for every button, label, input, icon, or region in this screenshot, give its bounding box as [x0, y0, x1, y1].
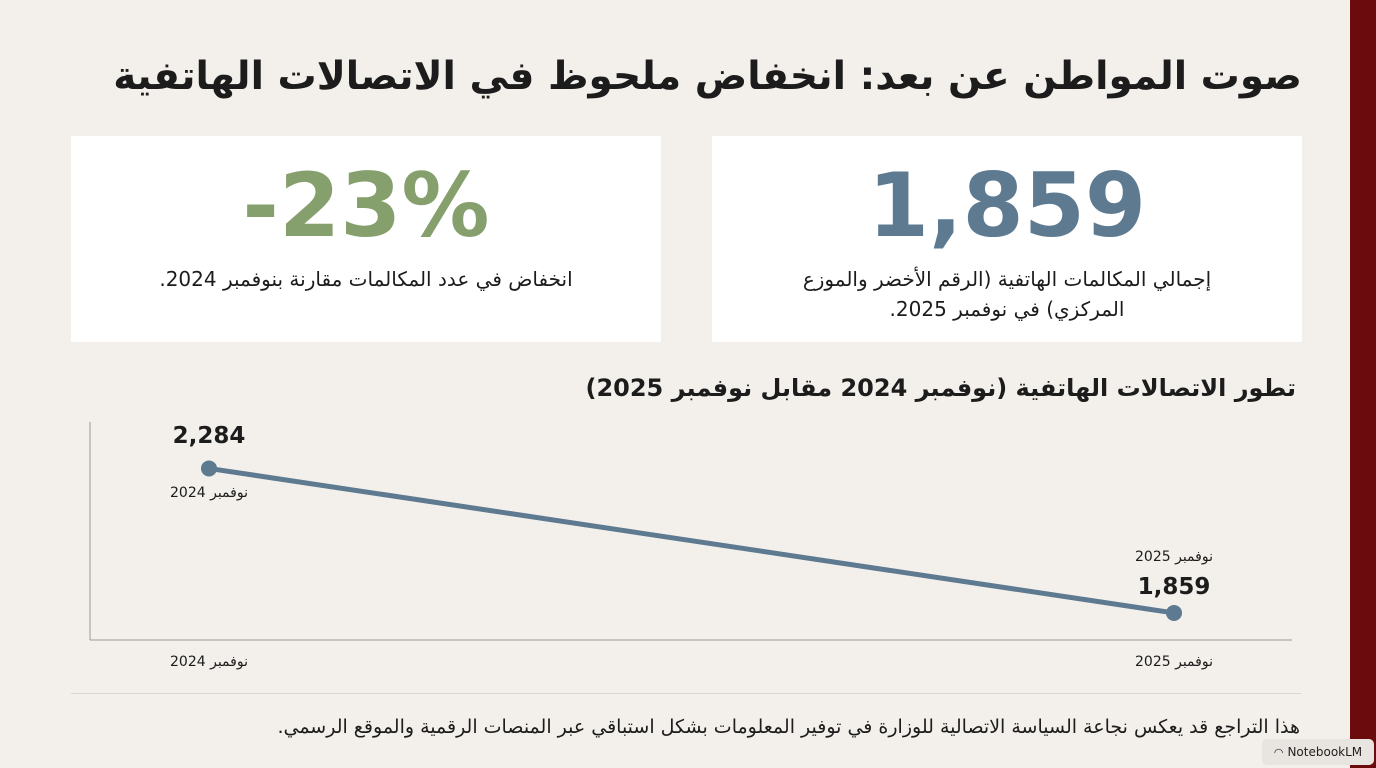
stat-description-total: إجمالي المكالمات الهاتفية (الرقم الأخضر …: [802, 267, 1212, 321]
data-point: [201, 460, 217, 477]
point-annotation: نوفمبر 2025: [1135, 549, 1213, 565]
x-tick-label: نوفمبر 2025: [1135, 654, 1213, 670]
badge-label: NotebookLM: [1287, 745, 1363, 759]
footer-note: هذا التراجع قد يعكس نجاعة السياسة الاتصا…: [277, 716, 1300, 738]
notebooklm-logo-icon: ◠: [1273, 745, 1284, 759]
stat-description-decrease: انخفاض في عدد المكالمات مقارنة بنوفمبر 2…: [159, 267, 573, 291]
data-point: [1166, 604, 1182, 621]
accent-bar: [1350, 0, 1376, 768]
notebooklm-badge[interactable]: ◠ NotebookLM: [1262, 739, 1374, 765]
stat-card-total: 1,859 إجمالي المكالمات الهاتفية (الرقم ا…: [712, 136, 1302, 342]
data-label: 1,859: [1138, 574, 1211, 600]
stat-card-decrease: -23% انخفاض في عدد المكالمات مقارنة بنوف…: [71, 136, 661, 342]
x-tick-label: نوفمبر 2024: [170, 654, 248, 670]
chart-title: تطور الاتصالات الهاتفية (نوفمبر 2024 مقا…: [585, 374, 1296, 402]
stat-value-total: 1,859: [867, 154, 1147, 257]
stat-value-decrease: -23%: [242, 154, 490, 257]
point-annotation: نوفمبر 2024: [170, 485, 248, 501]
series-line: [206, 465, 1177, 616]
footer-divider: [71, 693, 1301, 694]
page-title: صوت المواطن عن بعد: انخفاض ملحوظ في الات…: [113, 54, 1302, 99]
data-label: 2,284: [173, 423, 246, 449]
